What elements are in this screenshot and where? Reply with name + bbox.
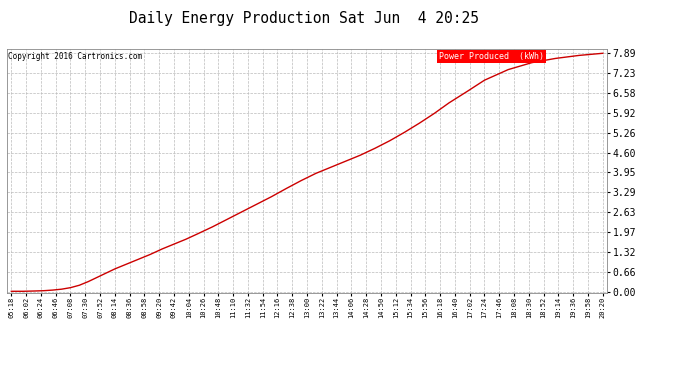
Text: Power Produced  (kWh): Power Produced (kWh) <box>439 53 544 62</box>
Text: Daily Energy Production Sat Jun  4 20:25: Daily Energy Production Sat Jun 4 20:25 <box>128 11 479 26</box>
Text: Copyright 2016 Cartronics.com: Copyright 2016 Cartronics.com <box>8 53 141 62</box>
